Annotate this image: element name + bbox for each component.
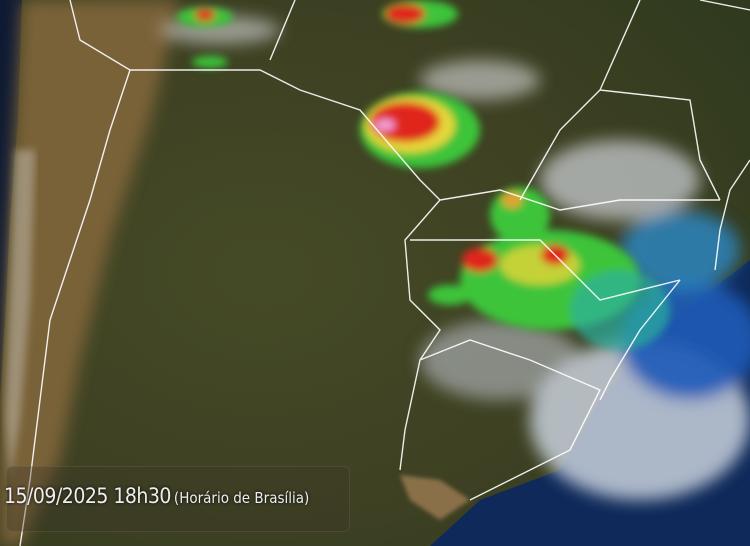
andes-snow — [5, 150, 35, 480]
pacific-ocean — [0, 0, 22, 400]
timestamp-label: 15/09/2025 18h30 (Horário de Brasília) — [4, 484, 309, 508]
rio-de-la-plata — [400, 475, 470, 520]
storm-cells — [177, 0, 670, 350]
timestamp-timezone: (Horário de Brasília) — [173, 489, 310, 507]
political-borders — [19, 0, 750, 546]
timestamp-panel — [6, 466, 350, 532]
cloud-cover — [160, 16, 750, 500]
timestamp-datetime: 15/09/2025 18h30 — [4, 484, 171, 508]
andes-region — [0, 0, 180, 546]
